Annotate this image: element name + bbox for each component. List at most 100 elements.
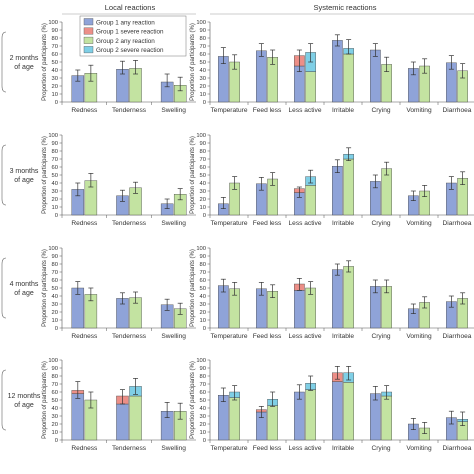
local-y-tick-label: 50 xyxy=(52,398,58,404)
systemic-y-tick-label: 80 xyxy=(200,149,206,155)
systemic-y-tick-label: 40 xyxy=(200,181,206,187)
row-label: 3 months xyxy=(10,168,39,175)
systemic-x-tick-label: Feed less xyxy=(253,445,282,452)
systemic-y-tick-label: 0 xyxy=(203,213,206,219)
local-y-tick-label: 90 xyxy=(52,141,58,147)
systemic-x-tick-label: Crying xyxy=(371,333,390,340)
systemic-y-tick-label: 50 xyxy=(200,173,206,179)
group1-any-bar xyxy=(370,49,381,103)
row-label: of age xyxy=(14,290,34,297)
systemic-y-tick-label: 90 xyxy=(200,254,206,260)
row-label: 2 months xyxy=(10,55,39,62)
local-y-tick-label: 70 xyxy=(52,157,58,163)
group2-any-bar xyxy=(343,266,354,329)
systemic-x-tick-label: Diarrhoea xyxy=(443,445,472,452)
row-label: of age xyxy=(14,177,34,184)
group1-any-bar xyxy=(370,393,381,441)
systemic-y-tick-label: 50 xyxy=(200,286,206,292)
systemic-y-tick-label: 100 xyxy=(196,20,206,26)
row-bracket xyxy=(1,369,7,431)
group2-any-bar xyxy=(229,397,240,441)
local-y-tick-label: 50 xyxy=(52,286,58,292)
systemic-y-tick-label: 10 xyxy=(200,430,206,436)
local-y-tick-label: 50 xyxy=(52,60,58,66)
local-y-tick-label: 90 xyxy=(52,28,58,34)
systemic-x-tick-label: Crying xyxy=(371,107,390,114)
local-y-tick-label: 70 xyxy=(52,44,58,50)
systemic-y-tick-label: 30 xyxy=(200,189,206,195)
systemic-y-tick-label: 70 xyxy=(200,382,206,388)
local-y-tick-label: 60 xyxy=(52,52,58,58)
group1-any-bar xyxy=(332,381,343,441)
systemic-y-tick-label: 100 xyxy=(196,133,206,139)
group2-any-bar xyxy=(129,395,142,441)
group2-any-bar xyxy=(343,53,354,103)
legend-entry: Group 1 severe reaction xyxy=(96,29,164,36)
local-x-tick-label: Tenderness xyxy=(112,333,147,340)
local-x-tick-label: Swelling xyxy=(161,333,186,340)
chart-row: 4 months of age Proportion of participants… xyxy=(1,246,474,340)
local-y-tick-label: 80 xyxy=(52,36,58,42)
systemic-y-tick-label: 70 xyxy=(200,44,206,50)
local-y-tick-label: 10 xyxy=(52,318,58,324)
systemic-x-tick-label: Temperature xyxy=(210,445,247,452)
chart-row: 2 months of age Proportion of participants… xyxy=(1,20,474,114)
systemic-y-tick-label: 40 xyxy=(200,294,206,300)
chart-rows: 2 months of age Proportion of participants… xyxy=(1,20,474,452)
local-y-axis-title: Proportion of participants (%) xyxy=(42,23,48,101)
legend-entry: Group 2 severe reaction xyxy=(96,47,164,54)
systemic-x-tick-label: Less active xyxy=(289,445,322,452)
systemic-y-tick-label: 100 xyxy=(196,358,206,364)
systemic-x-tick-label: Less active xyxy=(289,107,322,114)
local-y-tick-label: 0 xyxy=(55,438,58,444)
local-x-tick-label: Swelling xyxy=(161,220,186,227)
local-y-axis-title: Proportion of participants (%) xyxy=(42,136,48,214)
local-y-tick-label: 70 xyxy=(52,270,58,276)
systemic-y-tick-label: 50 xyxy=(200,60,206,66)
group1-any-bar xyxy=(256,50,267,103)
group1-any-bar xyxy=(332,269,343,329)
local-y-tick-label: 20 xyxy=(52,310,58,316)
local-x-tick-label: Swelling xyxy=(161,107,186,114)
local-y-tick-label: 0 xyxy=(55,100,58,106)
local-y-tick-label: 20 xyxy=(52,422,58,428)
systemic-y-tick-label: 0 xyxy=(203,326,206,332)
systemic-x-tick-label: Vomiting xyxy=(406,220,432,227)
group2-any-bar xyxy=(305,185,316,216)
systemic-y-tick-label: 20 xyxy=(200,310,206,316)
local-y-tick-label: 0 xyxy=(55,213,58,219)
local-y-tick-label: 100 xyxy=(48,246,58,252)
systemic-y-tick-label: 90 xyxy=(200,366,206,372)
systemic-x-tick-label: Crying xyxy=(371,445,390,452)
legend-entry: Group 2 any reaction xyxy=(96,38,155,45)
group2-any-bar xyxy=(343,382,354,441)
systemic-y-axis-title: Proportion of participants (%) xyxy=(190,249,196,327)
group1-any-bar xyxy=(71,393,85,441)
legend-swatch xyxy=(83,18,94,26)
legend-swatch xyxy=(83,36,94,44)
local-y-tick-label: 30 xyxy=(52,414,58,420)
systemic-y-tick-label: 10 xyxy=(200,318,206,324)
systemic-y-tick-label: 80 xyxy=(200,374,206,380)
local-y-tick-label: 30 xyxy=(52,302,58,308)
systemic-y-tick-label: 20 xyxy=(200,197,206,203)
row-bracket xyxy=(1,31,7,93)
systemic-x-tick-label: Feed less xyxy=(253,220,282,227)
systemic-y-axis-title: Proportion of participants (%) xyxy=(190,23,196,101)
local-y-tick-label: 80 xyxy=(52,149,58,155)
local-y-tick-label: 100 xyxy=(48,358,58,364)
group1-any-bar xyxy=(332,165,343,216)
systemic-x-tick-label: Vomiting xyxy=(406,333,432,340)
local-y-tick-label: 100 xyxy=(48,20,58,26)
systemic-x-tick-label: Irritable xyxy=(332,220,354,227)
systemic-x-tick-label: Diarrhoea xyxy=(443,220,472,227)
systemic-y-tick-label: 80 xyxy=(200,262,206,268)
local-x-tick-label: Redness xyxy=(71,107,98,114)
systemic-y-tick-label: 100 xyxy=(196,246,206,252)
local-y-tick-label: 80 xyxy=(52,374,58,380)
local-x-tick-label: Redness xyxy=(71,445,98,452)
local-y-tick-label: 70 xyxy=(52,382,58,388)
local-y-tick-label: 100 xyxy=(48,133,58,139)
local-y-tick-label: 60 xyxy=(52,390,58,396)
